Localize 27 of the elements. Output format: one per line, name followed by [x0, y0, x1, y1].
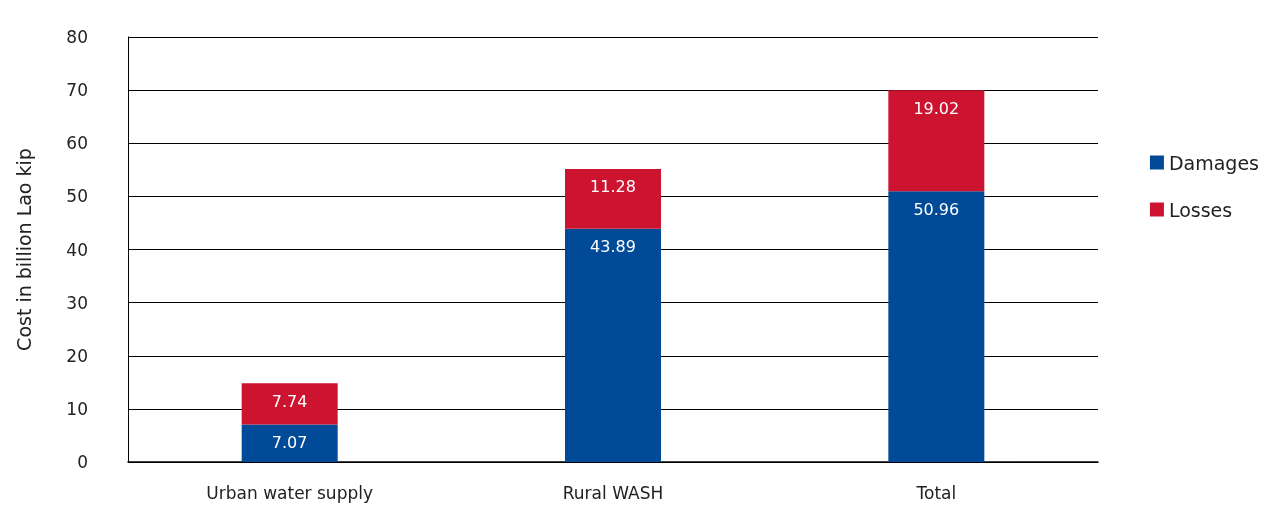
y-tick-label: 50 [66, 186, 88, 207]
y-tick-label: 60 [66, 133, 88, 154]
bar [241, 424, 338, 462]
y-tick-label: 40 [66, 239, 88, 260]
bar [888, 90, 985, 192]
y-axis-title: Cost in billion Lao kip [12, 148, 35, 351]
legend-label: Losses [1168, 198, 1233, 221]
y-tick-label: 20 [66, 345, 88, 366]
x-tick-label: Rural WASH [562, 482, 664, 503]
data-label: 11.28 [590, 177, 636, 197]
legend-label: Damages [1168, 151, 1259, 174]
data-label: 19.02 [913, 98, 960, 118]
data-label: 7.74 [271, 391, 308, 411]
y-tick-label: 80 [66, 27, 88, 47]
y-tick-label: 70 [66, 80, 88, 101]
bar [241, 383, 338, 425]
data-label: 43.89 [590, 237, 636, 257]
bar [565, 228, 661, 462]
bar [565, 168, 661, 229]
y-tick-label: 0 [77, 452, 88, 472]
y-tick-label: 10 [66, 398, 88, 419]
data-label: 50.96 [913, 199, 960, 219]
x-tick-label: Urban water supply [206, 482, 373, 503]
x-tick-label: Total [915, 482, 957, 503]
data-label: 7.07 [271, 432, 308, 452]
bar [888, 191, 985, 462]
y-tick-label: 30 [66, 292, 88, 313]
